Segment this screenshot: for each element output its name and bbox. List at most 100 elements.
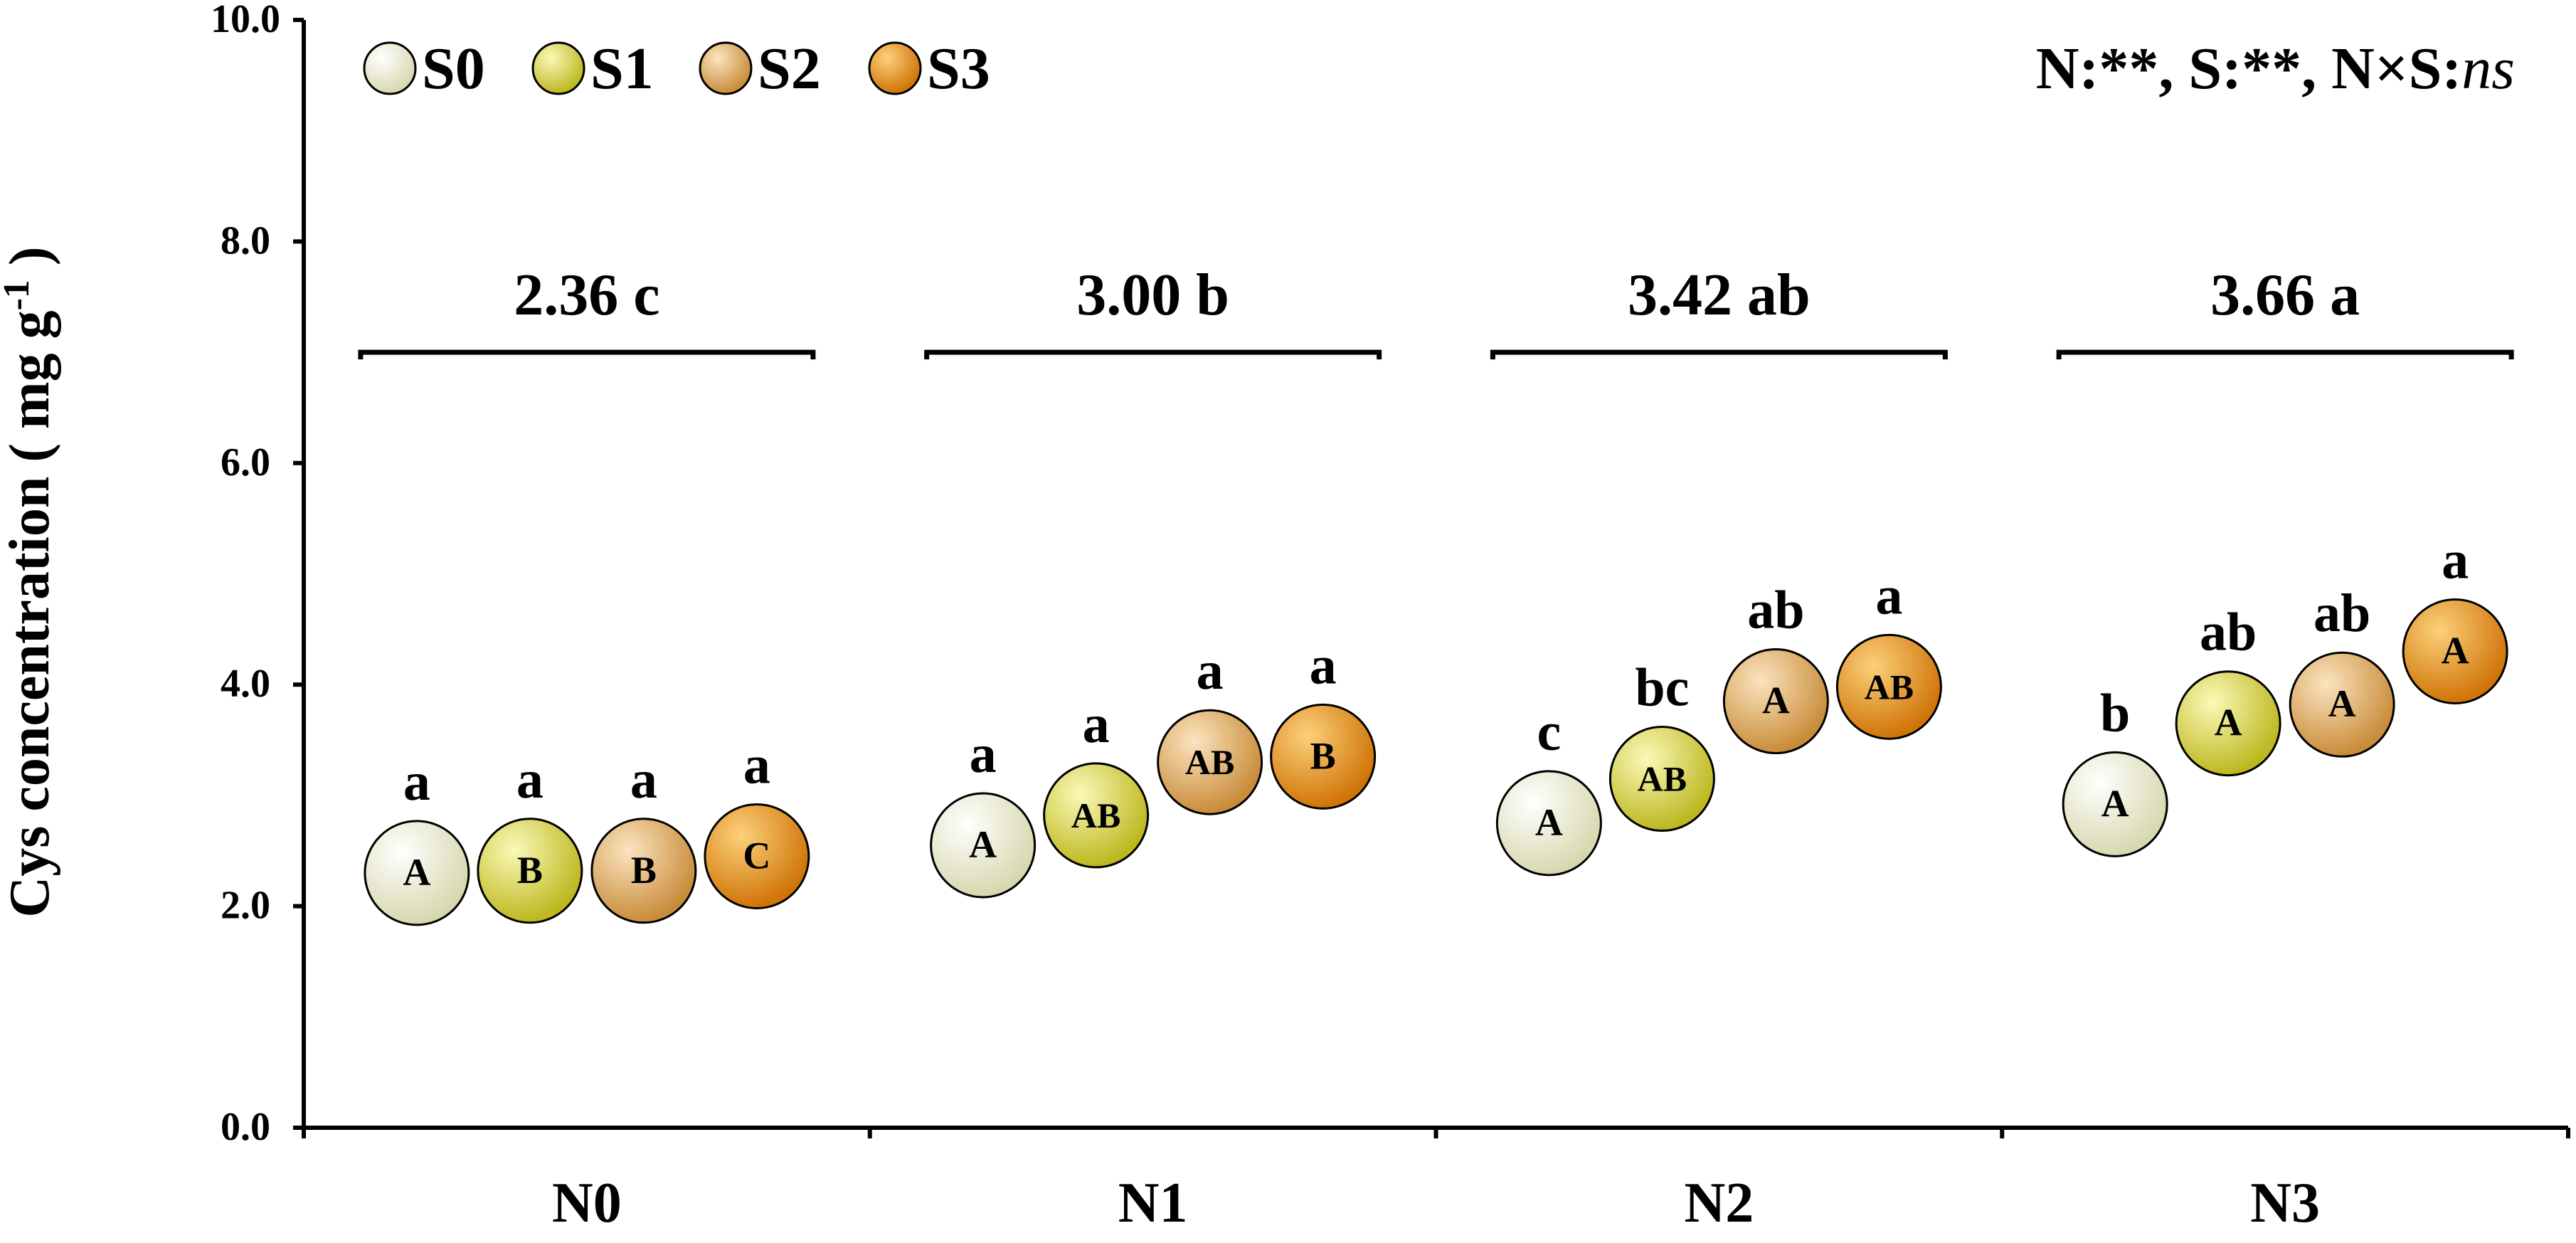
data-point-marker — [1722, 648, 1829, 755]
group-mean-label: 3.66 a — [2210, 262, 2360, 328]
data-point: Aa — [2402, 530, 2508, 704]
data-point: AB a — [1157, 641, 1263, 815]
data-point: Ca — [704, 736, 810, 910]
data-point: Ba — [477, 750, 583, 924]
legend-item: S1 — [531, 36, 654, 102]
y-tick-label: 8.0 — [221, 218, 270, 263]
data-point: Aab — [2289, 583, 2395, 758]
within-level-letter: A — [969, 823, 997, 866]
data-point-marker — [704, 803, 810, 910]
across-level-letter: b — [2100, 683, 2130, 743]
data-point-marker — [477, 818, 583, 924]
data-point-marker — [1608, 726, 1715, 832]
data-point: AB bc — [1608, 658, 1715, 832]
within-level-letter: AB — [1071, 795, 1120, 835]
legend-marker — [531, 41, 585, 95]
group-mean-bracket — [358, 349, 816, 360]
legend-label: S0 — [422, 36, 485, 102]
within-level-letter: B — [1310, 734, 1336, 777]
data-point-marker — [1043, 762, 1150, 869]
data-point-marker — [590, 818, 697, 924]
legend-label: S1 — [590, 36, 654, 102]
within-level-letter: C — [743, 835, 770, 877]
data-point-marker — [930, 792, 1037, 899]
within-level-letter: A — [1762, 679, 1790, 722]
group-mean-bracket — [2056, 349, 2514, 360]
x-ticks: N0 N1 N2 N3 — [302, 1128, 2570, 1234]
across-level-letter: a — [630, 750, 657, 810]
data-point-marker — [364, 820, 470, 926]
y-tick-label: 4.0 — [221, 662, 270, 706]
across-level-letter: ab — [2200, 603, 2257, 662]
within-level-letter: A — [1535, 801, 1563, 844]
y-axis-label: Cys concentration ( mg g-1 ) — [0, 246, 61, 917]
x-category-label: N2 — [1684, 1172, 1754, 1234]
across-level-letter: ab — [2313, 583, 2370, 643]
data-point-marker — [1835, 633, 1942, 740]
data-point-marker — [1270, 703, 1377, 810]
significance-ns: ns — [2461, 36, 2515, 102]
group-mean-brackets: 2.36 c 3.00 b 3.42 ab 3.66 a — [358, 262, 2514, 360]
within-level-letter: A — [2101, 782, 2129, 825]
across-level-letter: a — [970, 724, 997, 784]
data-point-marker — [1495, 770, 1602, 877]
group-mean-label: 3.42 ab — [1628, 262, 1811, 328]
y-tick-label: 10.0 — [211, 0, 280, 41]
legend-marker — [363, 41, 417, 95]
y-tick-label: 2.0 — [221, 884, 270, 928]
across-level-letter: a — [1083, 694, 1110, 754]
legend: S0 S1 S2 S3 — [363, 36, 990, 102]
across-level-letter: a — [516, 750, 544, 810]
legend-label: S3 — [927, 36, 990, 102]
legend-item: S3 — [868, 36, 990, 102]
across-level-letter: a — [1310, 635, 1337, 695]
y-tick-label: 0.0 — [221, 1105, 270, 1149]
x-category-label: N1 — [1118, 1172, 1188, 1234]
data-point: Aa — [930, 724, 1037, 899]
data-point: Ac — [1495, 702, 1602, 877]
data-point: Aab — [2175, 603, 2281, 777]
within-level-letter: A — [2442, 629, 2469, 672]
legend-item: S0 — [363, 36, 485, 102]
across-level-letter: a — [1875, 566, 1902, 625]
data-point-marker — [2289, 651, 2395, 758]
legend-marker — [868, 41, 922, 95]
across-level-letter: a — [403, 752, 430, 812]
y-ticks: 0.0 2.0 4.0 6.0 8.0 10.0 — [211, 0, 304, 1149]
data-point: Aa — [364, 752, 470, 926]
within-level-letter: A — [403, 851, 430, 894]
data-point: Aab — [1722, 581, 1829, 755]
data-point: AB a — [1043, 694, 1150, 869]
within-level-letter: B — [631, 849, 657, 892]
x-category-label: N3 — [2250, 1172, 2320, 1234]
within-level-letter: A — [2215, 702, 2242, 744]
group-mean-label: 3.00 b — [1076, 262, 1229, 328]
x-category-label: N0 — [552, 1172, 622, 1234]
y-axis-label-superscript: -1 — [0, 280, 37, 310]
within-level-letter: AB — [1185, 742, 1234, 782]
data-point-marker — [2402, 598, 2508, 704]
group-mean-label: 2.36 c — [514, 262, 659, 328]
within-level-letter: AB — [1865, 667, 1914, 707]
across-level-letter: ab — [1747, 581, 1804, 640]
data-point-marker — [2062, 751, 2168, 857]
across-level-letter: a — [743, 736, 770, 795]
within-level-letter: AB — [1638, 759, 1687, 799]
across-level-letter: a — [2442, 530, 2469, 590]
data-point: AB a — [1835, 566, 1942, 740]
across-level-letter: bc — [1635, 658, 1689, 718]
group-mean-bracket — [1490, 349, 1948, 360]
within-level-letter: A — [2328, 682, 2356, 725]
significance-annotation: N:**, S:**, N×S:ns — [2036, 36, 2515, 102]
y-tick-label: 6.0 — [221, 440, 270, 485]
data-point-marker — [2175, 670, 2281, 777]
data-point: Ba — [1270, 635, 1377, 810]
data-point: Ba — [590, 750, 697, 924]
across-level-letter: c — [1537, 702, 1562, 762]
within-level-letter: B — [517, 849, 543, 892]
group-mean-bracket — [924, 349, 1382, 360]
data-point-marker — [1157, 709, 1263, 815]
data-point: Ab — [2062, 683, 2168, 857]
across-level-letter: a — [1197, 641, 1224, 701]
